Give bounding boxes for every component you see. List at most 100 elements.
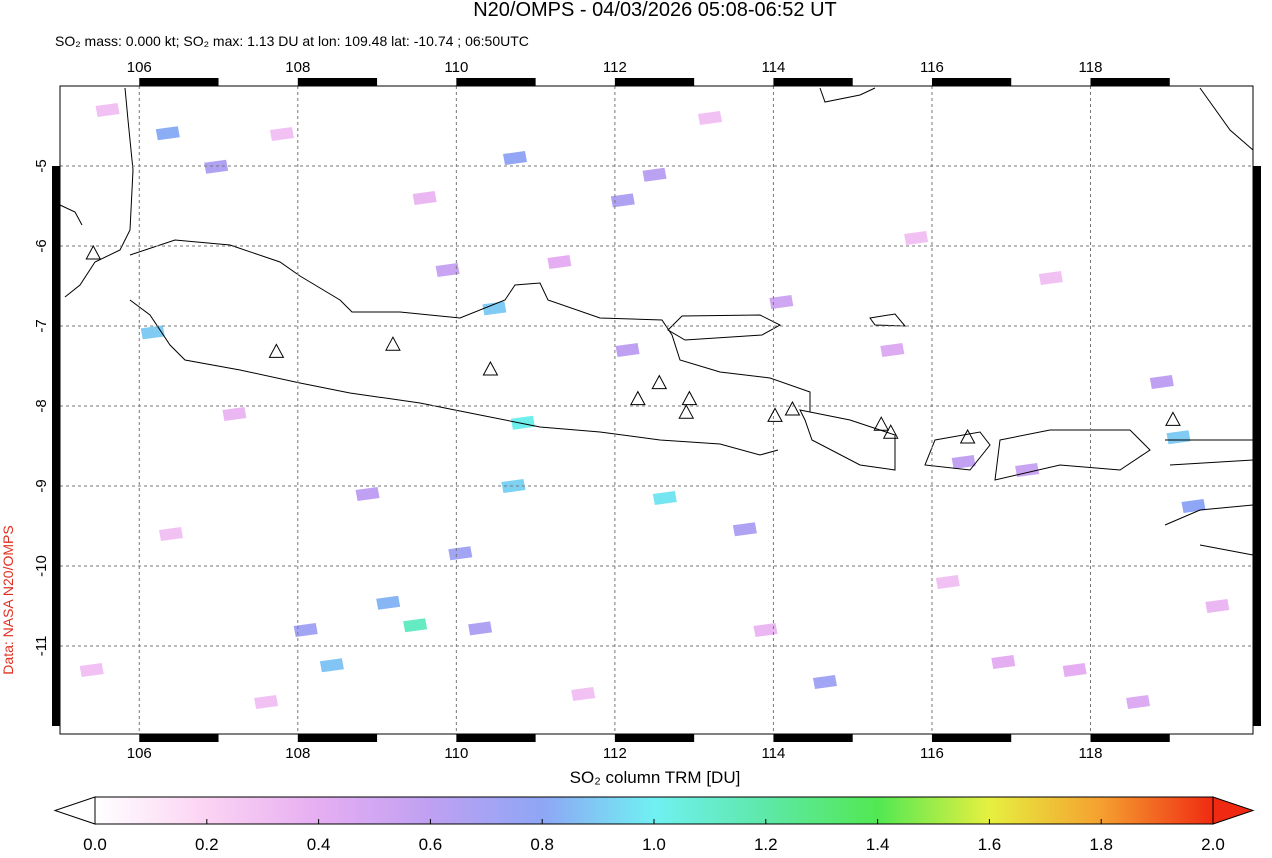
- colorbar-tick-label: 0.8: [530, 835, 554, 853]
- colorbar-tick-label: 1.4: [866, 835, 890, 853]
- so2-pixel: [510, 415, 535, 430]
- y-tick-label: -6: [33, 239, 50, 252]
- y-tick-label: -8: [33, 399, 50, 412]
- colorbar-over: [1212, 796, 1255, 825]
- volcano: [651, 374, 668, 390]
- frame-tick: [456, 734, 536, 742]
- colorbar-label: SO₂ column TRM [DU]: [570, 768, 741, 787]
- y-tick-label: -9: [33, 479, 50, 492]
- so2-pixel: [1062, 663, 1087, 677]
- frame-tick: [52, 646, 60, 726]
- so2-pixel: [254, 695, 279, 709]
- y-tick-label: -11: [1269, 636, 1272, 657]
- title: N20/OMPS - 04/03/2026 05:08-06:52 UT: [473, 0, 837, 21]
- colorbar-tick-label: 1.8: [1089, 835, 1113, 853]
- so2-pixel: [951, 455, 976, 469]
- so2-pixel: [991, 655, 1016, 669]
- volcano: [882, 424, 899, 439]
- x-tick-label: 114: [761, 745, 785, 762]
- so2-pixel: [1181, 499, 1206, 513]
- so2-pixel: [642, 167, 667, 182]
- so2-pixel: [293, 623, 318, 637]
- frame-tick: [52, 246, 60, 326]
- frame-tick: [1090, 734, 1170, 742]
- frame-tick: [1253, 406, 1261, 486]
- so2-pixel: [79, 663, 104, 677]
- volcano: [678, 404, 695, 419]
- so2-pixel: [812, 675, 837, 689]
- so2-pixel: [412, 191, 437, 205]
- so2-pixel: [269, 127, 294, 141]
- so2-pixel: [1205, 599, 1230, 613]
- y-tick-label: -6: [1269, 239, 1272, 252]
- colorbar-tick-label: 2.0: [1201, 835, 1225, 853]
- frame-tick: [297, 78, 378, 86]
- y-tick-label: -7: [1269, 319, 1272, 332]
- colorbar-tick-label: 1.6: [978, 835, 1002, 853]
- y-tick-label: -5: [33, 159, 50, 172]
- so2-pixel: [403, 618, 428, 633]
- so2-pixel: [482, 301, 507, 316]
- y-tick-label: -11: [33, 636, 50, 657]
- frame-tick: [1253, 246, 1261, 326]
- frame-tick: [1253, 646, 1261, 726]
- frame-tick: [614, 734, 695, 742]
- x-tick-label: 112: [603, 745, 627, 762]
- subtitle: SO₂ mass: 0.000 kt; SO₂ max: 1.13 DU at …: [55, 33, 529, 49]
- y-tick-label: -8: [1269, 399, 1272, 412]
- so2-pixel: [503, 151, 528, 165]
- so2-pixel: [615, 343, 640, 357]
- so2-pixel: [1038, 271, 1063, 285]
- frame-tick: [1253, 486, 1261, 566]
- so2-pixel: [698, 111, 723, 125]
- coastlines: [59, 87, 1254, 556]
- frame-tick: [139, 734, 219, 742]
- so2-pixel: [769, 295, 794, 309]
- so2-pixel: [448, 546, 473, 561]
- x-tick-label: 118: [1079, 59, 1103, 76]
- colorbar-tick-label: 1.2: [754, 835, 778, 853]
- x-tick-label: 106: [127, 745, 152, 762]
- so2-pixel: [1166, 430, 1191, 445]
- frame-tick: [931, 734, 1012, 742]
- volcano: [630, 390, 646, 406]
- frame-tick: [139, 78, 219, 86]
- volcano: [681, 390, 698, 406]
- volcano: [482, 360, 499, 376]
- so2-pixel: [880, 343, 905, 357]
- so2-pixel: [935, 575, 960, 589]
- so2-pixel: [652, 491, 677, 505]
- frame-tick: [52, 406, 60, 486]
- colorbar-tick-label: 0.0: [83, 835, 107, 853]
- x-tick-label: 108: [285, 59, 310, 76]
- so2-pixel: [732, 522, 757, 537]
- so2-pixel: [468, 621, 493, 636]
- frame-tick: [52, 486, 60, 566]
- volcano: [767, 407, 783, 422]
- frame-tick: [773, 734, 853, 742]
- volcano: [268, 343, 285, 358]
- frame-tick: [297, 734, 378, 742]
- x-tick-label: 118: [1079, 745, 1103, 762]
- frame-tick: [1253, 326, 1261, 406]
- x-tick-label: 106: [127, 59, 152, 76]
- volcano: [784, 400, 801, 416]
- so2-pixel: [1126, 695, 1151, 709]
- so2-pixel: [435, 263, 460, 277]
- so2-pixel: [95, 103, 120, 117]
- volcano: [85, 244, 102, 260]
- x-tick-label: 112: [603, 59, 627, 76]
- so2-pixel: [571, 687, 596, 701]
- frame-tick: [456, 78, 536, 86]
- frame-tick: [1090, 78, 1170, 86]
- so2-pixel: [753, 623, 778, 637]
- x-tick-label: 114: [761, 59, 785, 76]
- frame-tick: [52, 566, 60, 646]
- so2-pixel: [158, 527, 183, 541]
- colorbar-tick-label: 0.2: [195, 835, 219, 853]
- frame-tick: [52, 326, 60, 406]
- so2-pixel: [355, 487, 380, 501]
- so2-pixel: [376, 595, 401, 610]
- map-frame: [59, 85, 1254, 735]
